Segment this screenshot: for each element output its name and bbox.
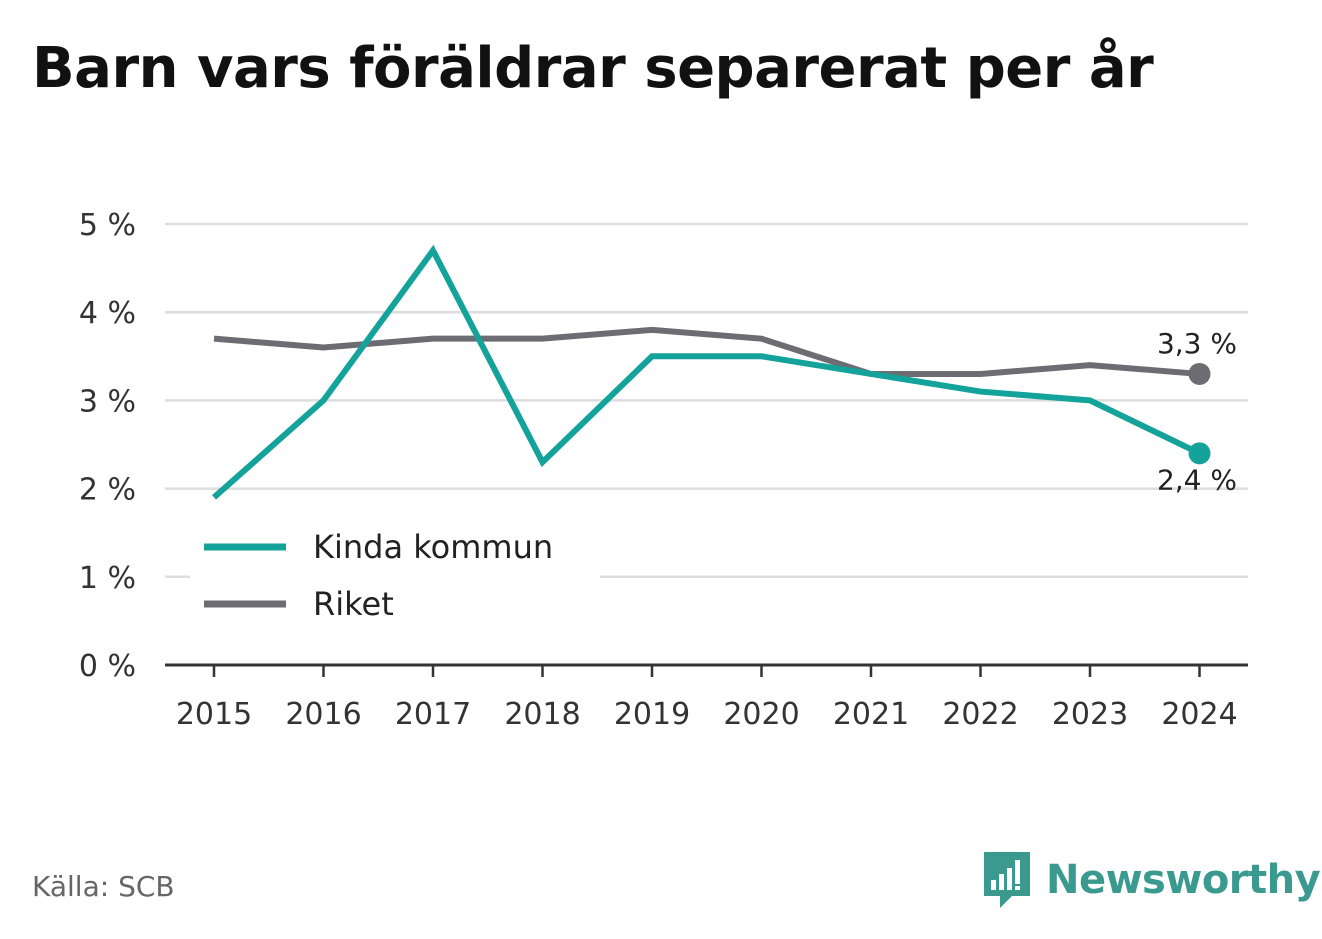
brand-name: Newsworthy bbox=[1046, 857, 1321, 903]
x-tick-label: 2018 bbox=[504, 697, 580, 732]
series-endpoint bbox=[1188, 442, 1211, 465]
y-tick-label: 5 % bbox=[79, 208, 136, 243]
legend-label: Riket bbox=[313, 585, 394, 623]
x-tick-label: 2015 bbox=[176, 697, 252, 732]
y-tick-label: 1 % bbox=[79, 561, 136, 596]
x-tick-label: 2021 bbox=[833, 697, 909, 732]
legend: Kinda kommun Riket bbox=[190, 517, 600, 627]
y-tick-label: 4 % bbox=[79, 296, 136, 331]
legend-label: Kinda kommun bbox=[313, 528, 553, 566]
end-label-kinda: 2,4 % bbox=[1157, 463, 1237, 496]
y-axis: 0 % 1 % 2 % 3 % 4 % 5 % bbox=[79, 208, 136, 684]
series-lines bbox=[212, 244, 1211, 500]
x-axis: 2015 2016 2017 2018 2019 2020 2021 2022 2023 2024 bbox=[165, 663, 1248, 732]
brand-logo: Newsworthy bbox=[982, 850, 1321, 910]
series-line-kinda-kommun bbox=[212, 244, 1201, 500]
series-endpoint bbox=[1188, 362, 1211, 385]
series-line-riket bbox=[213, 326, 1200, 377]
end-labels: 2,4 % 3,3 % bbox=[1157, 327, 1237, 496]
newsworthy-logo-icon bbox=[984, 852, 1030, 908]
end-label-riket: 3,3 % bbox=[1157, 327, 1237, 360]
chart-title: Barn vars föräldrar separerat per år bbox=[32, 36, 1154, 101]
x-tick-label: 2023 bbox=[1052, 697, 1128, 732]
y-tick-label: 2 % bbox=[79, 473, 136, 508]
y-tick-label: 0 % bbox=[79, 649, 136, 684]
x-tick-label: 2024 bbox=[1161, 697, 1237, 732]
x-tick-label: 2019 bbox=[614, 697, 690, 732]
x-tick-label: 2022 bbox=[942, 697, 1018, 732]
x-tick-label: 2017 bbox=[395, 697, 471, 732]
y-tick-label: 3 % bbox=[79, 384, 136, 419]
x-tick-label: 2020 bbox=[723, 697, 799, 732]
source-note: Källa: SCB bbox=[32, 870, 175, 903]
x-tick-label: 2016 bbox=[285, 697, 361, 732]
legend-background bbox=[190, 517, 600, 627]
